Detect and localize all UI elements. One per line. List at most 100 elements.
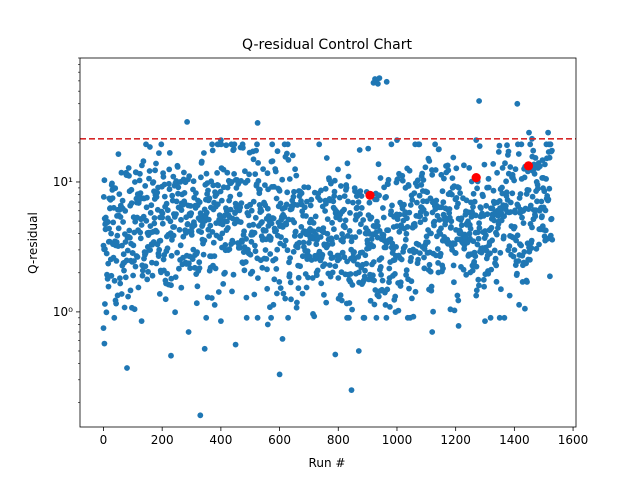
data-point: [460, 266, 467, 273]
x-tick-label: 1400: [499, 433, 530, 447]
data-point: [181, 169, 187, 176]
data-point: [156, 291, 163, 297]
data-point: [119, 242, 125, 249]
data-point: [155, 253, 162, 259]
data-point: [393, 244, 399, 250]
data-point: [362, 267, 368, 274]
data-point: [488, 224, 495, 231]
data-point: [237, 244, 243, 251]
data-point: [247, 251, 254, 258]
data-point: [399, 177, 406, 184]
x-tick-label: 1200: [440, 433, 471, 447]
data-point: [295, 274, 302, 281]
data-point: [339, 249, 346, 256]
data-point: [473, 292, 480, 299]
data-point: [310, 220, 317, 226]
data-point: [267, 234, 274, 241]
data-point: [371, 301, 378, 308]
data-point: [132, 263, 139, 270]
data-point: [252, 214, 259, 221]
data-point: [541, 188, 548, 195]
data-point: [349, 282, 356, 288]
data-point: [236, 191, 243, 198]
data-point: [358, 193, 365, 199]
data-point: [254, 120, 261, 126]
data-point: [187, 203, 194, 209]
data-point: [154, 229, 160, 235]
data-point: [403, 272, 409, 278]
data-point: [281, 214, 288, 220]
data-point: [258, 208, 265, 214]
data-point: [222, 242, 229, 248]
data-point: [287, 279, 294, 286]
data-point: [379, 277, 386, 284]
data-point: [264, 170, 271, 177]
data-point: [287, 255, 293, 261]
data-point: [471, 198, 478, 205]
data-point: [111, 314, 118, 321]
data-point: [516, 301, 522, 308]
data-point: [511, 177, 517, 184]
data-point: [469, 267, 476, 274]
data-point: [208, 295, 215, 301]
x-axis: 0 200 400 600 800 1000 1200 1400 1600: [100, 427, 588, 447]
data-point: [198, 174, 204, 181]
data-point: [132, 179, 138, 185]
data-point: [431, 218, 438, 225]
data-point: [146, 175, 152, 182]
data-point: [222, 269, 228, 276]
data-point: [100, 325, 107, 331]
data-point: [309, 275, 316, 281]
data-point: [542, 161, 548, 168]
data-point: [432, 141, 438, 148]
data-point: [262, 182, 268, 189]
data-point: [350, 199, 356, 206]
data-point: [166, 186, 173, 193]
data-point: [288, 296, 294, 303]
data-point: [272, 256, 279, 262]
data-point: [330, 254, 336, 261]
data-point: [231, 171, 238, 177]
data-point: [337, 216, 343, 223]
data-point: [279, 176, 286, 183]
data-point: [437, 250, 444, 257]
data-point: [458, 215, 465, 222]
data-point: [174, 249, 181, 256]
data-point: [467, 225, 474, 232]
data-point: [491, 217, 497, 224]
data-point: [428, 287, 435, 294]
data-point: [507, 164, 514, 170]
data-point: [206, 233, 213, 239]
data-point: [168, 252, 175, 259]
data-point: [172, 309, 179, 316]
data-point: [520, 220, 527, 227]
data-point: [117, 275, 123, 282]
data-point: [322, 185, 329, 192]
data-point: [318, 187, 324, 194]
data-point: [244, 177, 251, 184]
data-point: [506, 243, 513, 250]
data-point: [531, 170, 538, 177]
data-point: [126, 227, 133, 234]
data-point: [537, 163, 543, 170]
data-point: [128, 186, 135, 193]
data-point: [196, 199, 203, 206]
data-point: [453, 165, 460, 172]
data-point: [485, 184, 492, 191]
data-point: [119, 197, 126, 204]
data-point: [224, 218, 230, 225]
data-point: [250, 198, 257, 205]
data-point: [375, 80, 381, 87]
data-point: [241, 228, 248, 235]
data-point: [181, 190, 188, 196]
data-point: [352, 234, 359, 241]
data-point: [284, 150, 290, 157]
data-point: [281, 242, 287, 249]
data-point: [490, 161, 497, 167]
x-tick-label: 400: [209, 433, 232, 447]
data-point: [176, 265, 182, 272]
data-point: [296, 239, 303, 246]
data-point: [498, 217, 505, 224]
data-point: [110, 219, 117, 226]
